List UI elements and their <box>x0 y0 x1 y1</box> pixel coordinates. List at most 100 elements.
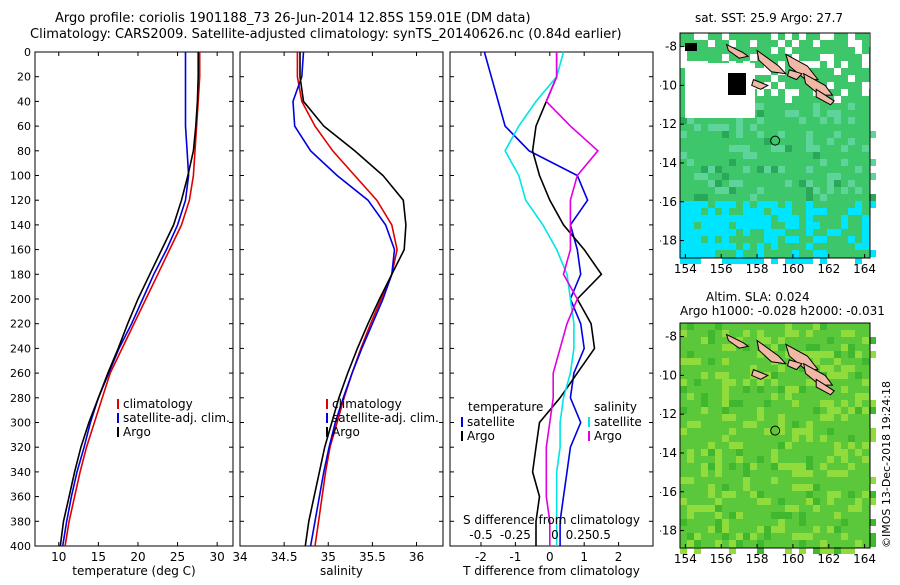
argo-float-marker <box>770 135 781 146</box>
map-cell <box>694 208 701 215</box>
map-cell <box>708 337 715 344</box>
map-cell <box>813 61 820 68</box>
lon-tick-label: 164 <box>853 262 876 276</box>
map-cell <box>855 243 862 250</box>
map-cell <box>680 236 687 243</box>
map-cell <box>799 463 806 470</box>
series-line-satellite-adj-clim- <box>292 51 396 547</box>
map-cell <box>806 61 813 68</box>
lat-tick-label: -8 <box>665 330 677 344</box>
depth-tick-label: 220 <box>10 318 31 331</box>
map-cell <box>729 40 736 47</box>
map-cell <box>848 407 855 414</box>
x-tick-label: 30 <box>210 550 225 564</box>
map-cell <box>729 257 736 264</box>
map-cell <box>687 323 694 330</box>
island <box>756 339 788 365</box>
map-cell <box>785 512 792 519</box>
map-cell <box>750 365 757 372</box>
map-cell <box>841 365 848 372</box>
map-cell <box>729 229 736 236</box>
series-line-argo <box>299 52 407 547</box>
map-cell <box>701 243 708 250</box>
map-cell <box>694 421 701 428</box>
map-cell <box>722 414 729 421</box>
map-cell <box>736 124 743 131</box>
map-cell <box>834 68 841 75</box>
map-cell <box>862 379 869 386</box>
map-cell <box>785 393 792 400</box>
map-cell <box>729 159 736 166</box>
lon-tick-label: 156 <box>710 552 733 566</box>
map-cell <box>715 215 722 222</box>
map-cell <box>743 215 750 222</box>
map-cell <box>799 33 806 40</box>
map-cell <box>869 337 876 344</box>
map-cell <box>848 103 855 110</box>
x-tick-label: 25 <box>170 550 185 564</box>
map-cell <box>687 250 694 257</box>
map-cell <box>848 236 855 243</box>
map-cell <box>680 386 687 393</box>
map-cell <box>799 547 806 554</box>
map-cell <box>834 173 841 180</box>
x-tick-label: 36 <box>409 550 424 564</box>
map-cell <box>827 229 834 236</box>
series-line-s-satellite <box>504 51 575 546</box>
lon-tick-label: 156 <box>710 262 733 276</box>
map-cell <box>806 428 813 435</box>
map-cell <box>820 54 827 61</box>
map-cell <box>743 152 750 159</box>
sla-map-title-line2: Argo h1000: -0.028 h2000: -0.031 <box>680 304 885 318</box>
map-cell <box>792 505 799 512</box>
map-cell <box>715 512 722 519</box>
lon-tick-label: 160 <box>781 262 804 276</box>
legend-label: climatology <box>332 397 402 411</box>
map-cell <box>813 484 820 491</box>
map-cell <box>855 393 862 400</box>
map-cell <box>680 243 687 250</box>
map-cell <box>694 379 701 386</box>
map-cell <box>687 215 694 222</box>
map-cell <box>701 33 708 40</box>
lat-tick-label: -10 <box>660 368 677 382</box>
map-cell <box>862 222 869 229</box>
map-cell <box>785 145 792 152</box>
map-cell <box>834 229 841 236</box>
map-cell <box>778 519 785 526</box>
map-cell <box>862 236 869 243</box>
map-cell <box>806 229 813 236</box>
map-cell <box>680 379 687 386</box>
figure-title-line1: Argo profile: coriolis 1901188_73 26-Jun… <box>55 11 531 26</box>
map-cell <box>848 180 855 187</box>
map-cell <box>729 400 736 407</box>
map-cell <box>806 484 813 491</box>
map-cell <box>729 442 736 449</box>
map-cell <box>743 243 750 250</box>
map-cell <box>757 386 764 393</box>
map-cell <box>855 208 862 215</box>
map-cell <box>827 491 834 498</box>
map-cell <box>771 201 778 208</box>
map-cell <box>736 456 743 463</box>
map-cell <box>701 449 708 456</box>
map-cell <box>764 222 771 229</box>
map-cell <box>785 180 792 187</box>
map-cell <box>750 215 757 222</box>
map-cell <box>722 131 729 138</box>
map-cell <box>834 449 841 456</box>
map-cell <box>715 463 722 470</box>
map-cell <box>750 533 757 540</box>
depth-tick-label: 380 <box>10 515 31 528</box>
lat-tick-label: -14 <box>660 446 677 460</box>
map-cell <box>778 498 785 505</box>
map-cell <box>820 463 827 470</box>
map-cell <box>722 393 729 400</box>
map-cell <box>841 89 848 96</box>
map-cell <box>827 372 834 379</box>
map-cell <box>743 208 750 215</box>
map-cell <box>792 54 799 61</box>
map-cell <box>841 470 848 477</box>
map-cell <box>799 365 806 372</box>
map-cell <box>813 187 820 194</box>
